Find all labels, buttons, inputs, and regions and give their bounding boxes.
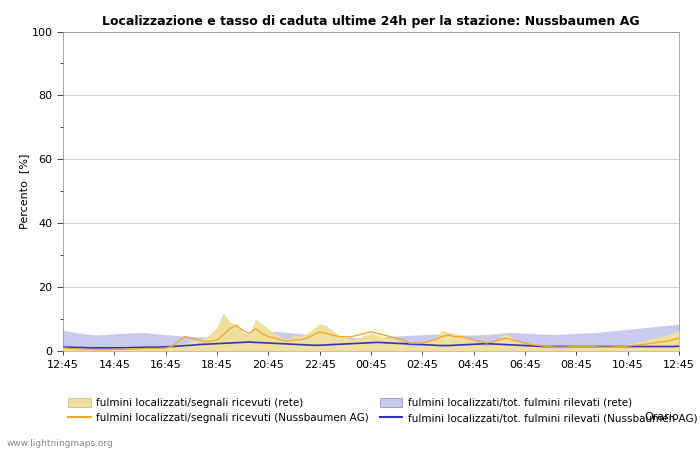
- Text: www.lightningmaps.org: www.lightningmaps.org: [7, 439, 113, 448]
- Text: Orario: Orario: [644, 412, 679, 422]
- Title: Localizzazione e tasso di caduta ultime 24h per la stazione: Nussbaumen AG: Localizzazione e tasso di caduta ultime …: [102, 14, 640, 27]
- Y-axis label: Percento  [%]: Percento [%]: [19, 153, 29, 229]
- Legend: fulmini localizzati/segnali ricevuti (rete), fulmini localizzati/segnali ricevut: fulmini localizzati/segnali ricevuti (re…: [68, 398, 697, 423]
